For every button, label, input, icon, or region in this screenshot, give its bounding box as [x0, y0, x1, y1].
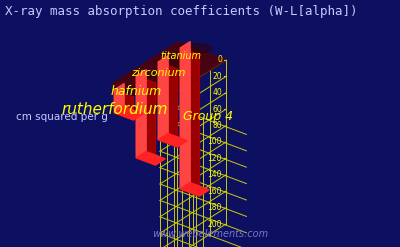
Text: 40: 40: [212, 88, 222, 97]
Text: rutherfordium: rutherfordium: [61, 102, 168, 117]
Polygon shape: [114, 83, 124, 113]
Polygon shape: [136, 76, 156, 165]
Text: 180: 180: [208, 203, 222, 212]
Text: 20: 20: [212, 72, 222, 81]
Text: 100: 100: [208, 138, 222, 146]
Polygon shape: [114, 90, 134, 120]
Ellipse shape: [133, 71, 168, 81]
Text: cm squared per g: cm squared per g: [16, 112, 108, 122]
Text: Group 4: Group 4: [183, 110, 233, 123]
Polygon shape: [114, 106, 143, 120]
Text: 200: 200: [208, 220, 222, 228]
Text: X-ray mass absorption coefficients (W-L[alpha]): X-ray mass absorption coefficients (W-L[…: [5, 5, 358, 18]
Polygon shape: [158, 62, 178, 147]
Text: 160: 160: [208, 187, 222, 196]
Text: www.webelements.com: www.webelements.com: [152, 229, 268, 239]
Polygon shape: [158, 133, 187, 147]
Text: hafnium: hafnium: [111, 85, 162, 98]
Text: 140: 140: [208, 170, 222, 179]
Text: zirconium: zirconium: [131, 68, 186, 78]
Polygon shape: [136, 152, 165, 165]
Ellipse shape: [177, 43, 212, 53]
Text: 60: 60: [212, 105, 222, 114]
Polygon shape: [180, 183, 209, 196]
Polygon shape: [136, 70, 146, 158]
Ellipse shape: [155, 57, 190, 67]
Ellipse shape: [111, 85, 146, 95]
Polygon shape: [180, 48, 200, 196]
Text: 80: 80: [212, 121, 222, 130]
Text: 120: 120: [208, 154, 222, 163]
Polygon shape: [158, 56, 168, 140]
Text: 0: 0: [217, 56, 222, 64]
Polygon shape: [112, 42, 226, 102]
Text: titanium: titanium: [160, 51, 201, 61]
Polygon shape: [180, 41, 190, 189]
